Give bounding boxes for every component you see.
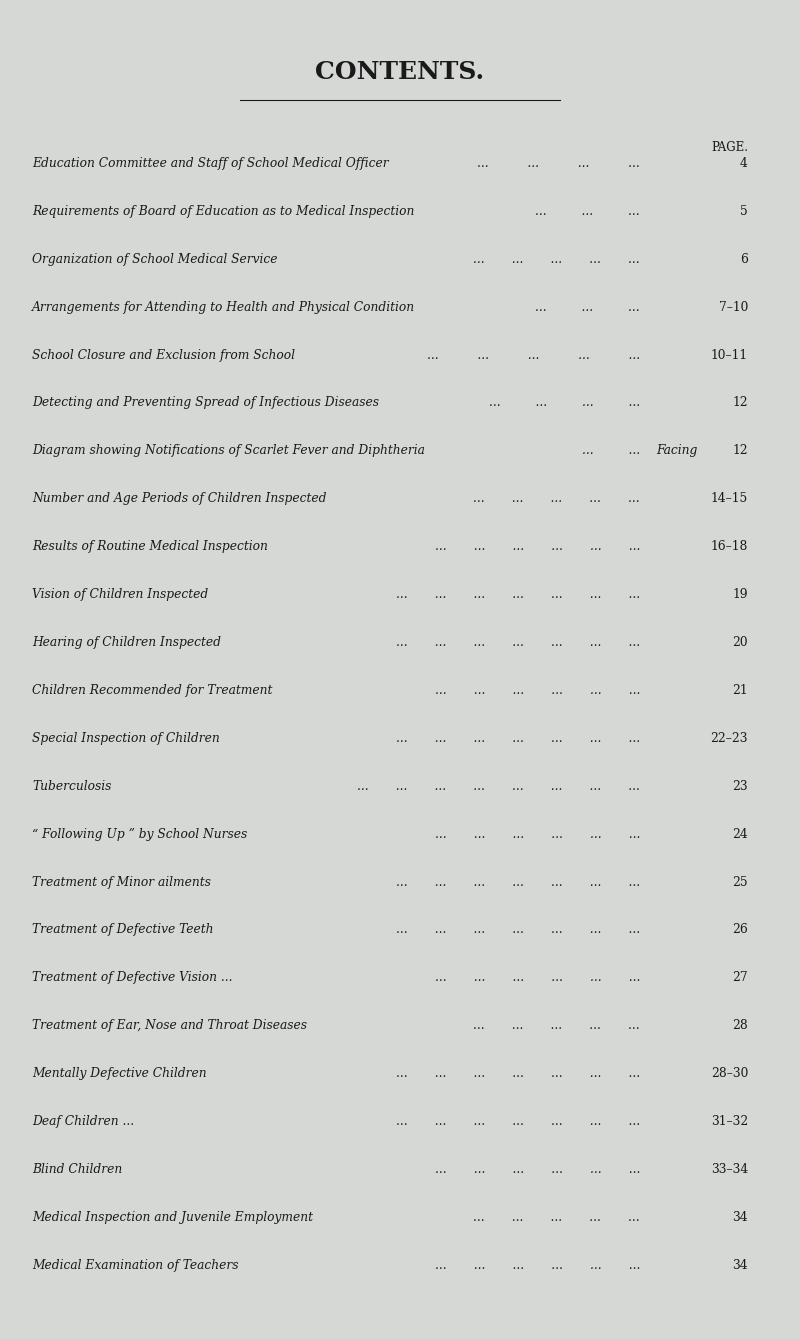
Text: Results of Routine Medical Inspection: Results of Routine Medical Inspection: [32, 540, 268, 553]
Text: Deaf Children ...: Deaf Children ...: [32, 1115, 134, 1129]
Text: ...       ...       ...       ...       ...       ...: ... ... ... ... ... ...: [434, 1164, 640, 1176]
Text: ...       ...       ...       ...       ...       ...: ... ... ... ... ... ...: [434, 971, 640, 984]
Text: Education Committee and Staff of School Medical Officer: Education Committee and Staff of School …: [32, 157, 389, 170]
Text: 20: 20: [732, 636, 748, 649]
Text: ...       ...       ...       ...       ...       ...       ...: ... ... ... ... ... ... ...: [396, 588, 640, 601]
Text: ...       ...       ...       ...       ...       ...: ... ... ... ... ... ...: [434, 1259, 640, 1272]
Text: ...         ...: ... ...: [582, 445, 640, 458]
Text: 5: 5: [740, 205, 748, 218]
Text: Requirements of Board of Education as to Medical Inspection: Requirements of Board of Education as to…: [32, 205, 414, 218]
Text: ...       ...       ...       ...       ...: ... ... ... ... ...: [474, 253, 640, 265]
Text: Treatment of Defective Teeth: Treatment of Defective Teeth: [32, 924, 214, 936]
Text: Treatment of Ear, Nose and Throat Diseases: Treatment of Ear, Nose and Throat Diseas…: [32, 1019, 307, 1032]
Text: Blind Children: Blind Children: [32, 1164, 122, 1176]
Text: School Closure and Exclusion from School: School Closure and Exclusion from School: [32, 348, 295, 362]
Text: Medical Examination of Teachers: Medical Examination of Teachers: [32, 1259, 238, 1272]
Text: Vision of Children Inspected: Vision of Children Inspected: [32, 588, 208, 601]
Text: Special Inspection of Children: Special Inspection of Children: [32, 732, 220, 744]
Text: Children Recommended for Treatment: Children Recommended for Treatment: [32, 684, 272, 696]
Text: ...       ...       ...       ...       ...       ...       ...: ... ... ... ... ... ... ...: [396, 924, 640, 936]
Text: Hearing of Children Inspected: Hearing of Children Inspected: [32, 636, 221, 649]
Text: ...       ...       ...       ...       ...       ...       ...: ... ... ... ... ... ... ...: [396, 876, 640, 889]
Text: 26: 26: [732, 924, 748, 936]
Text: ...          ...          ...          ...          ...: ... ... ... ... ...: [427, 348, 640, 362]
Text: 7–10: 7–10: [718, 300, 748, 313]
Text: 6: 6: [740, 253, 748, 265]
Text: PAGE.: PAGE.: [711, 141, 748, 154]
Text: 34: 34: [732, 1210, 748, 1224]
Text: ...       ...       ...       ...       ...       ...       ...: ... ... ... ... ... ... ...: [396, 732, 640, 744]
Text: 23: 23: [732, 779, 748, 793]
Text: ...       ...       ...       ...       ...: ... ... ... ... ...: [474, 493, 640, 505]
Text: 28–30: 28–30: [710, 1067, 748, 1081]
Text: Number and Age Periods of Children Inspected: Number and Age Periods of Children Inspe…: [32, 493, 326, 505]
Text: Diagram showing Notifications of Scarlet Fever and Diphtheria: Diagram showing Notifications of Scarlet…: [32, 445, 425, 458]
Text: ...       ...       ...       ...       ...: ... ... ... ... ...: [474, 1019, 640, 1032]
Text: 34: 34: [732, 1259, 748, 1272]
Text: 4: 4: [740, 157, 748, 170]
Text: ...       ...       ...       ...       ...       ...: ... ... ... ... ... ...: [434, 540, 640, 553]
Text: Treatment of Defective Vision ...: Treatment of Defective Vision ...: [32, 971, 233, 984]
Text: ...       ...       ...       ...       ...       ...       ...: ... ... ... ... ... ... ...: [396, 636, 640, 649]
Text: ...       ...       ...       ...       ...       ...: ... ... ... ... ... ...: [434, 684, 640, 696]
Text: 10–11: 10–11: [711, 348, 748, 362]
Text: 24: 24: [732, 828, 748, 841]
Text: 19: 19: [732, 588, 748, 601]
Text: ...       ...       ...       ...       ...       ...       ...: ... ... ... ... ... ... ...: [396, 1067, 640, 1081]
Text: 31–32: 31–32: [710, 1115, 748, 1129]
Text: 25: 25: [732, 876, 748, 889]
Text: Arrangements for Attending to Health and Physical Condition: Arrangements for Attending to Health and…: [32, 300, 415, 313]
Text: ...       ...       ...       ...       ...       ...       ...       ...: ... ... ... ... ... ... ... ...: [357, 779, 640, 793]
Text: CONTENTS.: CONTENTS.: [315, 60, 485, 84]
Text: ...         ...         ...: ... ... ...: [535, 300, 640, 313]
Text: Facing: Facing: [656, 445, 698, 458]
Text: “ Following Up ” by School Nurses: “ Following Up ” by School Nurses: [32, 828, 247, 841]
Text: ...       ...       ...       ...       ...: ... ... ... ... ...: [474, 1210, 640, 1224]
Text: 16–18: 16–18: [710, 540, 748, 553]
Text: 22–23: 22–23: [710, 732, 748, 744]
Text: Detecting and Preventing Spread of Infectious Diseases: Detecting and Preventing Spread of Infec…: [32, 396, 379, 410]
Text: 12: 12: [732, 445, 748, 458]
Text: ...         ...         ...: ... ... ...: [535, 205, 640, 218]
Text: ...         ...         ...         ...: ... ... ... ...: [489, 396, 640, 410]
Text: Medical Inspection and Juvenile Employment: Medical Inspection and Juvenile Employme…: [32, 1210, 313, 1224]
Text: 21: 21: [732, 684, 748, 696]
Text: ...          ...          ...          ...: ... ... ... ...: [478, 157, 640, 170]
Text: Mentally Defective Children: Mentally Defective Children: [32, 1067, 206, 1081]
Text: 14–15: 14–15: [710, 493, 748, 505]
Text: Tuberculosis: Tuberculosis: [32, 779, 111, 793]
Text: Organization of School Medical Service: Organization of School Medical Service: [32, 253, 278, 265]
Text: 12: 12: [732, 396, 748, 410]
Text: 28: 28: [732, 1019, 748, 1032]
Text: 27: 27: [732, 971, 748, 984]
Text: Treatment of Minor ailments: Treatment of Minor ailments: [32, 876, 211, 889]
Text: 33–34: 33–34: [710, 1164, 748, 1176]
Text: ...       ...       ...       ...       ...       ...       ...: ... ... ... ... ... ... ...: [396, 1115, 640, 1129]
Text: ...       ...       ...       ...       ...       ...: ... ... ... ... ... ...: [434, 828, 640, 841]
